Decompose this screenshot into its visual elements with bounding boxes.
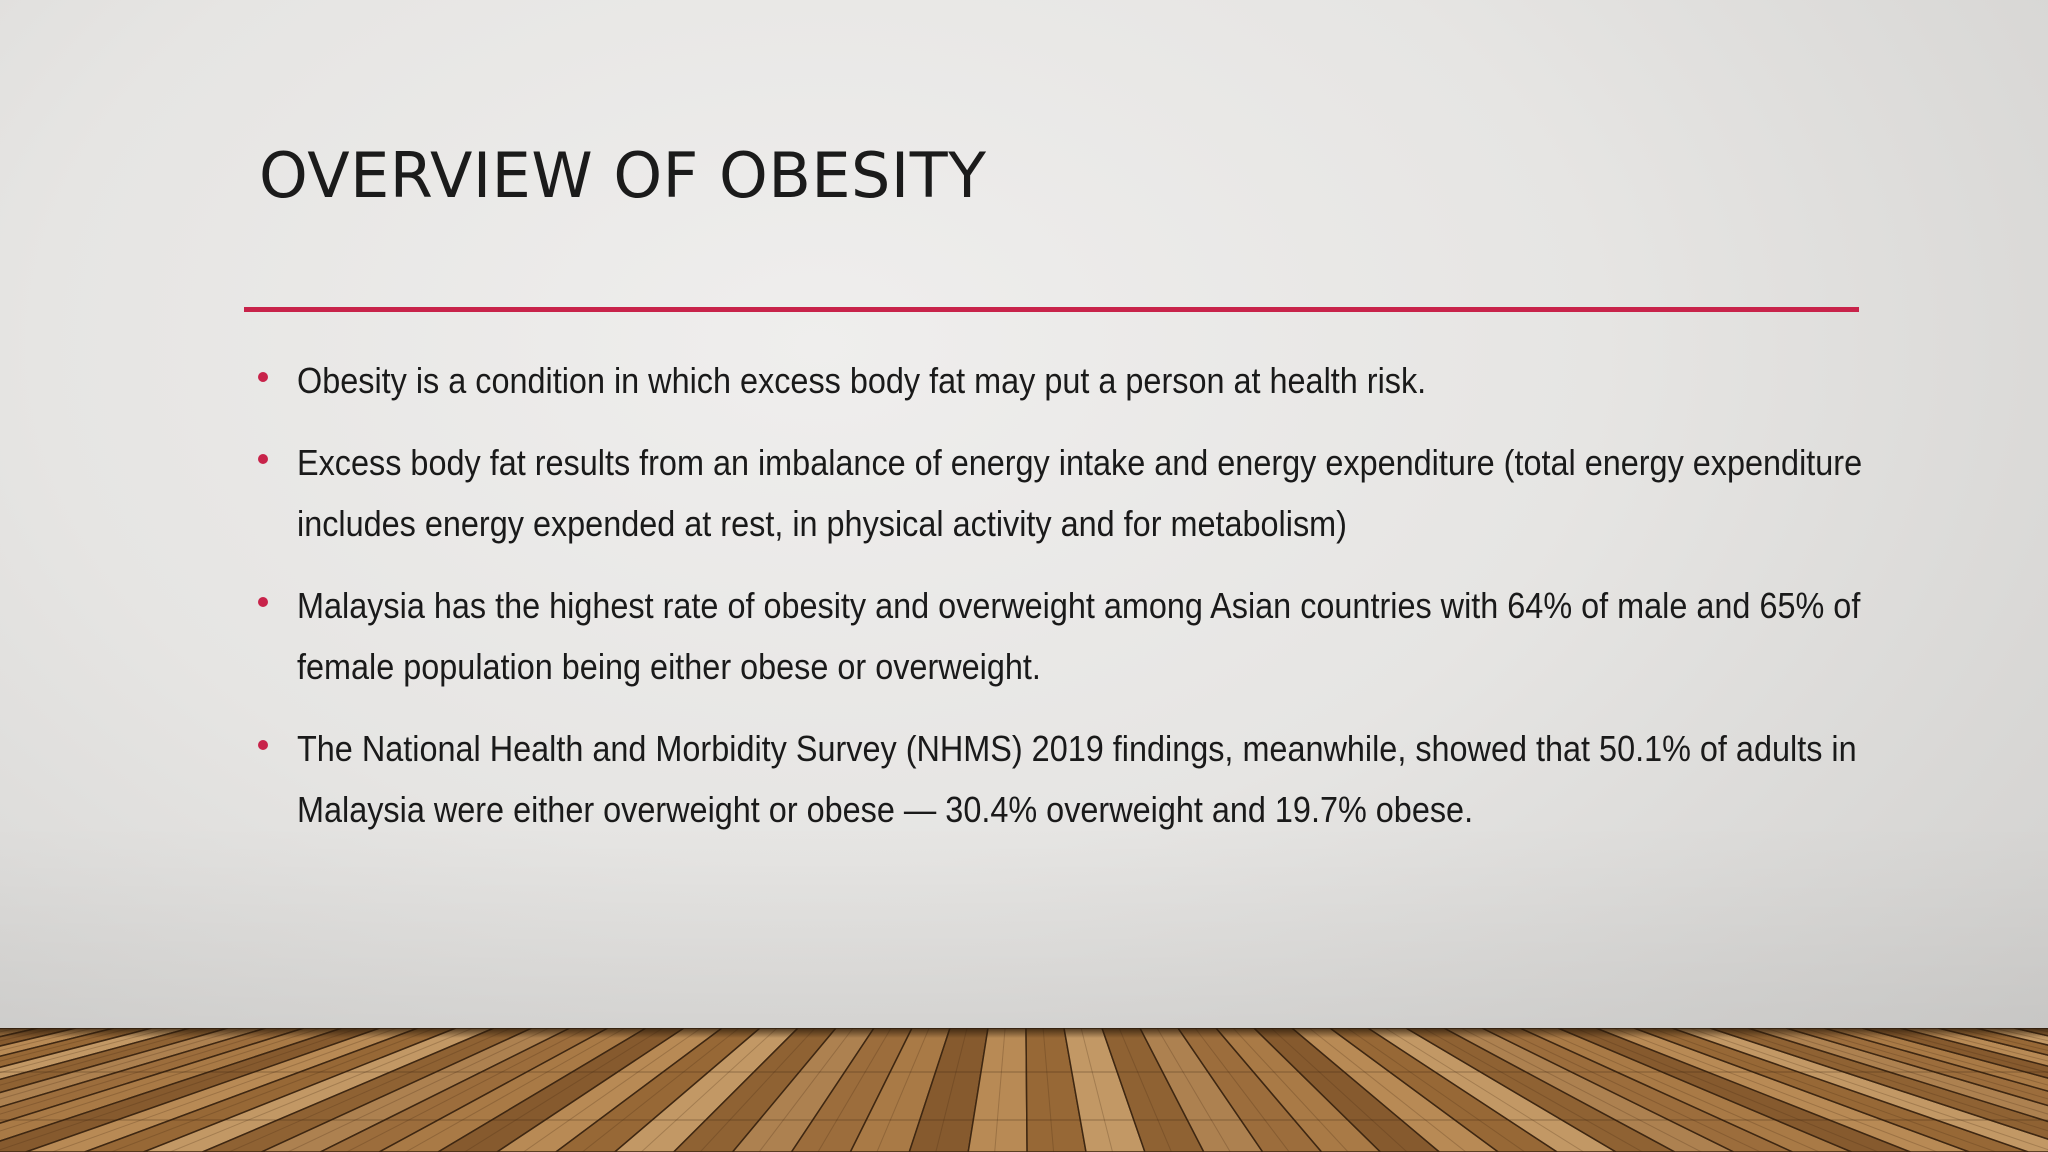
- bullet-item: Excess body fat results from an imbalanc…: [258, 432, 1878, 554]
- bullet-dot-icon: [258, 454, 268, 464]
- bullet-text: Excess body fat results from an imbalanc…: [297, 442, 1863, 544]
- slide-title: OVERVIEW OF OBESITY: [259, 139, 987, 212]
- bullet-text: The National Health and Morbidity Survey…: [297, 728, 1857, 830]
- bullet-dot-icon: [258, 740, 268, 750]
- bullet-dot-icon: [258, 597, 268, 607]
- bullet-list: Obesity is a condition in which excess b…: [258, 350, 1878, 861]
- bullet-item: Obesity is a condition in which excess b…: [258, 350, 1878, 411]
- bullet-text: Obesity is a condition in which excess b…: [297, 360, 1427, 401]
- bullet-item: The National Health and Morbidity Survey…: [258, 718, 1878, 840]
- bullet-text: Malaysia has the highest rate of obesity…: [297, 585, 1861, 687]
- floor-edge-shadow: [0, 1028, 2048, 1038]
- wood-planks-graphic: [0, 1028, 2048, 1152]
- title-divider: [244, 307, 1859, 312]
- bullet-item: Malaysia has the highest rate of obesity…: [258, 575, 1878, 697]
- bullet-dot-icon: [258, 372, 268, 382]
- wooden-floor: [0, 1028, 2048, 1152]
- wall-background: [0, 0, 2048, 1028]
